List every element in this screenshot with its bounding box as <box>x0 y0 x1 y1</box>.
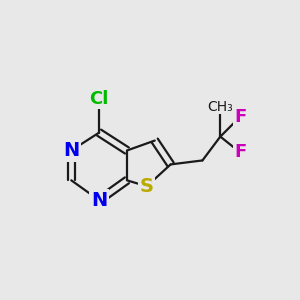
Text: CH₃: CH₃ <box>207 100 233 114</box>
Text: N: N <box>63 141 80 160</box>
Text: F: F <box>234 143 246 161</box>
Text: Cl: Cl <box>89 90 109 108</box>
Text: F: F <box>234 108 246 126</box>
Text: N: N <box>91 191 107 210</box>
Text: S: S <box>140 177 154 196</box>
